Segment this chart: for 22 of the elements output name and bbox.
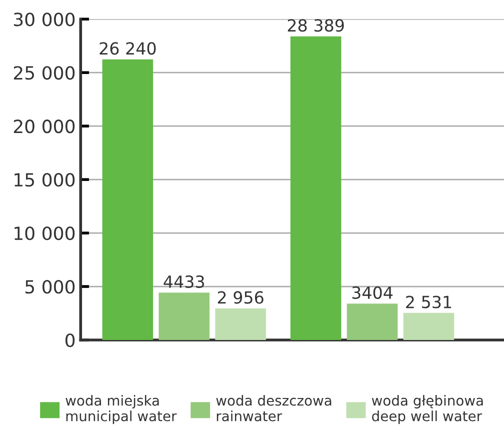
y-tick-label: 0: [65, 333, 75, 348]
data-label: 2 956: [218, 291, 264, 304]
y-tick-label: 30 000: [14, 12, 75, 26]
bar: [403, 312, 454, 340]
bar: [290, 36, 342, 340]
bar: [158, 292, 210, 340]
data-label: 4433: [164, 275, 204, 288]
data-label: 26 240: [100, 42, 156, 55]
y-tick-label: 25 000: [14, 66, 75, 80]
data-label: 3404: [352, 286, 393, 299]
legend-label: woda głębinowa deep well water: [372, 395, 483, 424]
y-tick-label: 15 000: [14, 173, 75, 187]
y-tick-label: 5 000: [25, 280, 75, 294]
data-label: 28 389: [288, 19, 344, 32]
bar: [346, 304, 398, 340]
y-tick-label: 10 000: [14, 226, 75, 240]
data-label: 2 531: [406, 296, 452, 308]
legend-label: woda deszczowa rainwater: [216, 395, 332, 422]
legend-label: woda miejska municipal water: [66, 395, 177, 424]
bar: [215, 308, 266, 340]
bar: [102, 59, 154, 340]
y-tick-label: 20 000: [14, 120, 75, 134]
